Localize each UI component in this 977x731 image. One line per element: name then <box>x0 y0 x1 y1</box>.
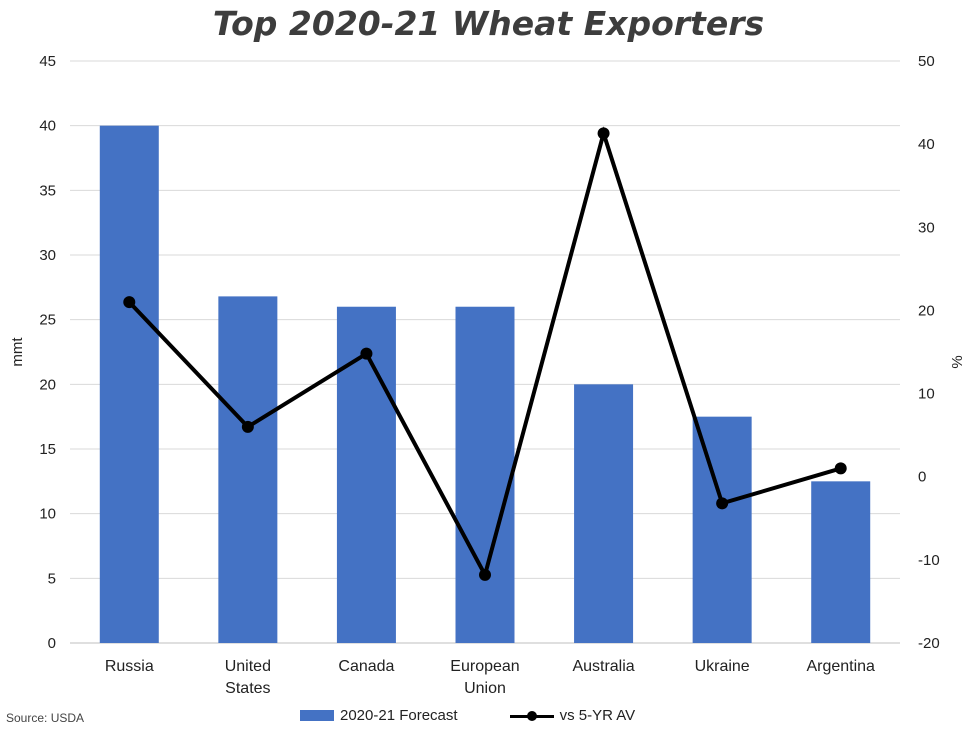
y2-tick-label: -10 <box>918 552 940 569</box>
line-point <box>834 462 847 475</box>
x-tick-label: Russia <box>105 658 154 675</box>
x-tick-label: States <box>225 680 270 697</box>
x-tick-label: Canada <box>338 658 394 675</box>
bar <box>218 296 278 643</box>
x-tick-label: Ukraine <box>695 658 750 675</box>
y-tick-label: 0 <box>48 635 56 652</box>
legend-swatch-bar <box>300 710 334 721</box>
bar <box>99 125 159 643</box>
legend: 2020-21 Forecast vs 5-YR AV <box>300 707 687 724</box>
line-point <box>360 347 373 360</box>
legend-label-vs5yr: vs 5-YR AV <box>559 707 636 724</box>
legend-item-vs5yr: vs 5-YR AV <box>509 707 636 724</box>
y-tick-label: 45 <box>39 53 56 70</box>
y2-axis-label: % <box>949 355 966 368</box>
legend-item-forecast: 2020-21 Forecast <box>300 707 458 724</box>
x-tick-label: United <box>225 658 271 675</box>
y2-tick-label: 40 <box>918 136 935 153</box>
legend-swatch-line <box>509 710 554 722</box>
chart-title: Top 2020-21 Wheat Exporters <box>212 4 765 43</box>
line-point <box>716 497 729 510</box>
y2-tick-label: 10 <box>918 386 935 403</box>
y2-tick-label: 50 <box>918 53 935 70</box>
y-tick-label: 5 <box>48 570 56 587</box>
y2-tick-label: 20 <box>918 302 935 319</box>
y-tick-label: 25 <box>39 312 56 329</box>
y-tick-label: 35 <box>39 182 56 199</box>
y2-tick-label: -20 <box>918 635 940 652</box>
y2-tick-label: 30 <box>918 219 935 236</box>
source-note: Source: USDA <box>6 711 85 725</box>
y-tick-label: 40 <box>39 118 56 135</box>
x-tick-label: Union <box>464 680 506 697</box>
x-tick-label: Australia <box>572 658 634 675</box>
x-tick-label: Argentina <box>806 658 875 675</box>
bar <box>692 416 752 643</box>
bar <box>811 481 871 643</box>
line-point <box>597 127 610 140</box>
y-tick-label: 10 <box>39 506 56 523</box>
bar <box>455 306 515 643</box>
line-point <box>241 420 254 433</box>
line-point <box>123 296 136 309</box>
line-point <box>479 568 491 581</box>
y2-tick-label: 0 <box>918 469 926 486</box>
bar <box>574 384 634 643</box>
y-tick-label: 30 <box>39 247 56 264</box>
legend-label-forecast: 2020-21 Forecast <box>340 707 458 724</box>
x-tick-label: European <box>450 658 519 675</box>
y-tick-label: 15 <box>39 441 56 458</box>
y-tick-label: 20 <box>39 376 56 393</box>
bar <box>336 306 396 643</box>
y-axis-label: mmt <box>9 337 26 367</box>
